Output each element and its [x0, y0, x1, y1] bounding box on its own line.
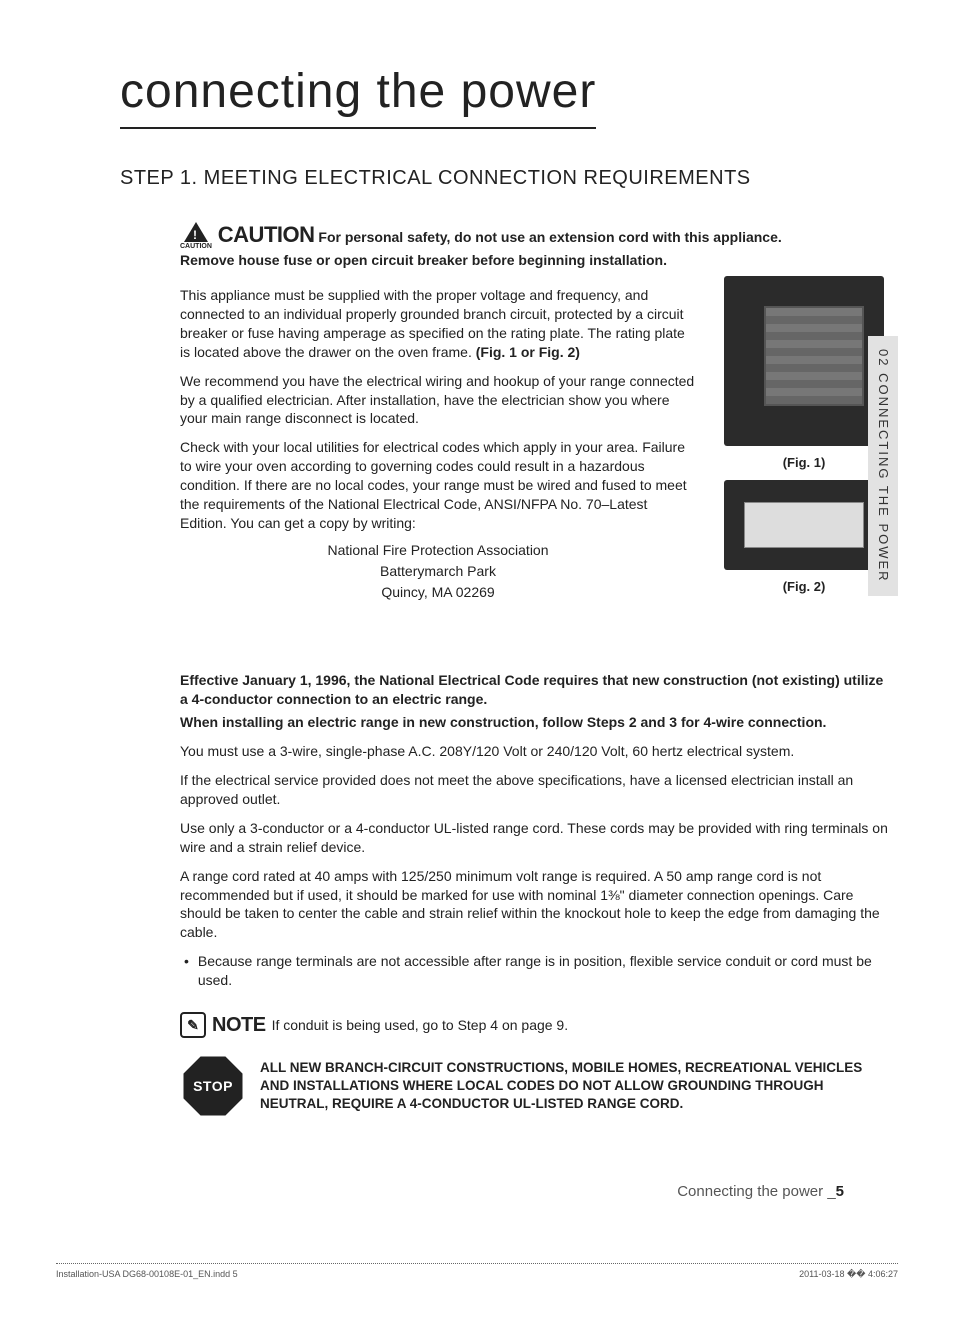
caution-line1: For personal safety, do not use an exten… [318, 229, 781, 245]
paragraph-3: Check with your local utilities for elec… [180, 438, 696, 532]
step-title: STEP 1. MEETING ELECTRICAL CONNECTION RE… [120, 165, 894, 192]
body-text-column: This appliance must be supplied with the… [180, 276, 696, 601]
print-footer: Installation-USA DG68-00108E-01_EN.indd … [56, 1263, 898, 1280]
note-block: ✎ NOTE If conduit is being used, go to S… [180, 1012, 894, 1039]
stop-text: ALL NEW BRANCH-CIRCUIT CONSTRUCTIONS, MO… [260, 1059, 894, 1114]
paragraph-1: This appliance must be supplied with the… [180, 286, 696, 362]
note-word: NOTE [212, 1012, 266, 1039]
footer-label: Connecting the power _ [677, 1183, 835, 1200]
paragraph-2: We recommend you have the electrical wir… [180, 372, 696, 429]
bullet-1: • Because range terminals are not access… [180, 952, 894, 990]
paragraph-5: If the electrical service provided does … [180, 771, 894, 809]
stop-block: STOP ALL NEW BRANCH-CIRCUIT CONSTRUCTION… [180, 1053, 894, 1119]
print-footer-right: 2011-03-18 �� 4:06:27 [799, 1268, 898, 1280]
content-block: CAUTION CAUTION For personal safety, do … [180, 220, 894, 1119]
paragraph-6: Use only a 3-conductor or a 4-conductor … [180, 819, 894, 857]
figure-2-caption: (Fig. 2) [783, 578, 826, 596]
bold-paragraph-1: Effective January 1, 1996, the National … [180, 671, 894, 709]
page-footer: Connecting the power _5 [0, 1182, 954, 1202]
bold-paragraph-2: When installing an electric range in new… [180, 713, 894, 732]
footer-page: 5 [836, 1183, 844, 1200]
side-tab: 02 CONNECTING THE POWER [868, 336, 898, 596]
bullet-dot: • [184, 952, 190, 990]
figure-1-caption: (Fig. 1) [783, 454, 826, 472]
caution-line2: Remove house fuse or open circuit breake… [180, 251, 894, 270]
note-icon: ✎ [180, 1012, 206, 1038]
address-line-2: Batterymarch Park [180, 562, 696, 581]
figure-1-image [724, 276, 884, 446]
paragraph-4: You must use a 3-wire, single-phase A.C.… [180, 742, 894, 761]
body-row: This appliance must be supplied with the… [180, 276, 894, 601]
stop-label: STOP [193, 1077, 233, 1096]
stop-icon: STOP [180, 1053, 246, 1119]
note-text: If conduit is being used, go to Step 4 o… [272, 1016, 569, 1035]
p1a: This appliance must be supplied with the… [180, 287, 685, 360]
caution-block: CAUTION CAUTION For personal safety, do … [180, 220, 894, 270]
page: connecting the power STEP 1. MEETING ELE… [0, 0, 954, 1322]
caution-icon-label: CAUTION [180, 242, 212, 251]
paragraph-7: A range cord rated at 40 amps with 125/2… [180, 867, 894, 943]
address-line-3: Quincy, MA 02269 [180, 583, 696, 602]
figures-column: (Fig. 1) (Fig. 2) [714, 276, 894, 601]
caution-icon: CAUTION [180, 222, 212, 251]
print-footer-left: Installation-USA DG68-00108E-01_EN.indd … [56, 1268, 238, 1280]
main-title: connecting the power [120, 60, 596, 129]
address-line-1: National Fire Protection Association [180, 541, 696, 560]
bullet-1-text: Because range terminals are not accessib… [198, 952, 894, 990]
caution-word: CAUTION [218, 222, 315, 247]
figure-2-image [724, 480, 884, 570]
p1b-figref: (Fig. 1 or Fig. 2) [476, 344, 580, 360]
